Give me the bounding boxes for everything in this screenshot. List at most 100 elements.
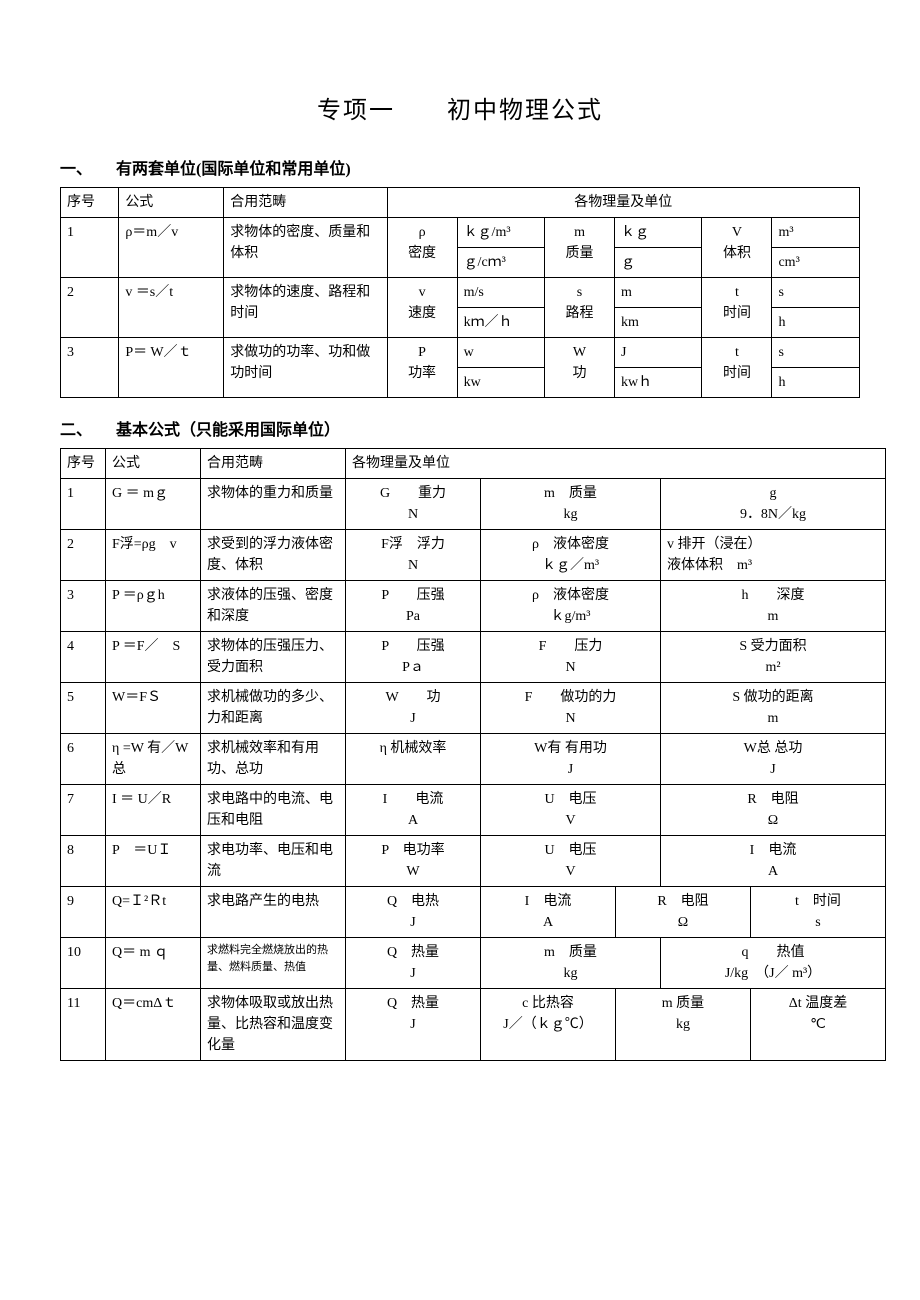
cell-b: U 电压V [481, 836, 661, 887]
table-row: 2 v ＝s／t 求物体的速度、路程和时间 v速度 m/s s路程 m t时间 … [61, 278, 860, 308]
cell-a: P 压强Pa [346, 581, 481, 632]
cell-scope: 求机械做功的多少、力和距离 [201, 683, 346, 734]
cell-num: 4 [61, 632, 106, 683]
cell-scope: 求物体的速度、路程和时间 [224, 278, 387, 338]
cell-a: F浮 浮力N [346, 530, 481, 581]
cell-b: W有 有用功J [481, 734, 661, 785]
cell-formula: F浮=ρg v [106, 530, 201, 581]
cell-num: 9 [61, 887, 106, 938]
cell-c: h 深度m [661, 581, 886, 632]
cell-num: 1 [61, 218, 119, 278]
cell-a: W 功J [346, 683, 481, 734]
cell-scope: 求物体的重力和质量 [201, 479, 346, 530]
cell-d: Δt 温度差℃ [751, 989, 886, 1061]
cell-a: Q 电热J [346, 887, 481, 938]
cell-q3: t时间 [702, 338, 772, 398]
cell-formula: P ＝F／ S [106, 632, 201, 683]
table-1: 序号 公式 合用范畴 各物理量及单位 1 ρ＝m／v 求物体的密度、质量和体积 … [60, 187, 860, 398]
col-scope: 合用范畴 [201, 449, 346, 479]
cell-num: 7 [61, 785, 106, 836]
cell-scope: 求受到的浮力液体密度、体积 [201, 530, 346, 581]
cell-d: t 时间s [751, 887, 886, 938]
cell-formula: Q＝cmΔｔ [106, 989, 201, 1061]
cell-a: G 重力N [346, 479, 481, 530]
cell-formula: P＝ W／ｔ [119, 338, 224, 398]
col-quantities: 各物理量及单位 [346, 449, 886, 479]
col-num: 序号 [61, 188, 119, 218]
table-row: 3 P＝ W／ｔ 求做功的功率、功和做功时间 P功率 w W功 J t时间 s [61, 338, 860, 368]
table-2: 序号 公式 合用范畴 各物理量及单位 1 G ＝ mｇ 求物体的重力和质量 G … [60, 448, 886, 1061]
cell-formula: P ＝ρｇh [106, 581, 201, 632]
cell-u2a: m [615, 278, 702, 308]
cell-scope: 求燃料完全燃烧放出的热量、燃料质量、热值 [201, 938, 346, 989]
table-row: 6 η =W 有／W总 求机械效率和有用功、总功 η 机械效率 W有 有用功J … [61, 734, 886, 785]
cell-formula: G ＝ mｇ [106, 479, 201, 530]
cell-c: R 电阻Ω [661, 785, 886, 836]
cell-scope: 求电路中的电流、电压和电阻 [201, 785, 346, 836]
cell-u3b: h [772, 368, 860, 398]
cell-u2a: J [615, 338, 702, 368]
cell-c: W总 总功J [661, 734, 886, 785]
cell-u3b: h [772, 308, 860, 338]
cell-q1: ρ密度 [387, 218, 457, 278]
table-row: 10 Q＝ m ｑ 求燃料完全燃烧放出的热量、燃料质量、热值 Q 热量J m 质… [61, 938, 886, 989]
col-formula: 公式 [106, 449, 201, 479]
cell-u1b: kw [457, 368, 544, 398]
cell-a: P 电功率W [346, 836, 481, 887]
section1-heading: 一、 有两套单位(国际单位和常用单位) [60, 155, 860, 179]
cell-c: q 热值J/kg （J／ m³） [661, 938, 886, 989]
cell-formula: Q＝ m ｑ [106, 938, 201, 989]
cell-num: 3 [61, 581, 106, 632]
col-quantities: 各物理量及单位 [387, 188, 859, 218]
cell-a: Q 热量J [346, 938, 481, 989]
table-row: 7 I ＝ U／R 求电路中的电流、电压和电阻 I 电流A U 电压V R 电阻… [61, 785, 886, 836]
cell-b: F 做功的力N [481, 683, 661, 734]
cell-num: 2 [61, 530, 106, 581]
cell-u3b: cm³ [772, 248, 860, 278]
page-title: 专项一 初中物理公式 [60, 90, 860, 125]
section2-heading: 二、 基本公式（只能采用国际单位） [60, 416, 860, 440]
cell-b: c 比热容J／（ｋｇ℃） [481, 989, 616, 1061]
cell-u3a: s [772, 338, 860, 368]
cell-formula: P ＝UＩ [106, 836, 201, 887]
cell-u3a: m³ [772, 218, 860, 248]
cell-u1a: w [457, 338, 544, 368]
cell-scope: 求电路产生的电热 [201, 887, 346, 938]
cell-b: m 质量kg [481, 938, 661, 989]
cell-q2: s路程 [545, 278, 615, 338]
cell-b: ρ 液体密度ｋg/m³ [481, 581, 661, 632]
cell-q2: m质量 [545, 218, 615, 278]
cell-c: v 排开（浸在）液体体积 m³ [661, 530, 886, 581]
cell-scope: 求液体的压强、密度和深度 [201, 581, 346, 632]
cell-u1a: m/s [457, 278, 544, 308]
col-scope: 合用范畴 [224, 188, 387, 218]
cell-scope: 求做功的功率、功和做功时间 [224, 338, 387, 398]
cell-q3: V体积 [702, 218, 772, 278]
table-header-row: 序号 公式 合用范畴 各物理量及单位 [61, 188, 860, 218]
cell-a: I 电流A [346, 785, 481, 836]
cell-b: m 质量kg [481, 479, 661, 530]
cell-formula: I ＝ U／R [106, 785, 201, 836]
cell-num: 8 [61, 836, 106, 887]
table-row: 5 W＝FＳ 求机械做功的多少、力和距离 W 功J F 做功的力N S 做功的距… [61, 683, 886, 734]
cell-u1b: kｍ／ｈ [457, 308, 544, 338]
table-row: 8 P ＝UＩ 求电功率、电压和电流 P 电功率W U 电压V I 电流A [61, 836, 886, 887]
cell-c: I 电流A [661, 836, 886, 887]
cell-b: I 电流A [481, 887, 616, 938]
table-row: 1 ρ＝m／v 求物体的密度、质量和体积 ρ密度 ｋｇ/m³ m质量 ｋｇ V体… [61, 218, 860, 248]
cell-formula: ρ＝m／v [119, 218, 224, 278]
cell-b: ρ 液体密度ｋｇ／m³ [481, 530, 661, 581]
cell-c: S 做功的距离m [661, 683, 886, 734]
table-row: 3 P ＝ρｇh 求液体的压强、密度和深度 P 压强Pa ρ 液体密度ｋg/m³… [61, 581, 886, 632]
cell-num: 5 [61, 683, 106, 734]
cell-b: F 压力N [481, 632, 661, 683]
cell-scope: 求电功率、电压和电流 [201, 836, 346, 887]
cell-b: U 电压V [481, 785, 661, 836]
col-num: 序号 [61, 449, 106, 479]
cell-u2b: km [615, 308, 702, 338]
cell-u3a: s [772, 278, 860, 308]
table-header-row: 序号 公式 合用范畴 各物理量及单位 [61, 449, 886, 479]
cell-a: Q 热量J [346, 989, 481, 1061]
cell-u1a: ｋｇ/m³ [457, 218, 544, 248]
cell-scope: 求物体的压强压力、受力面积 [201, 632, 346, 683]
